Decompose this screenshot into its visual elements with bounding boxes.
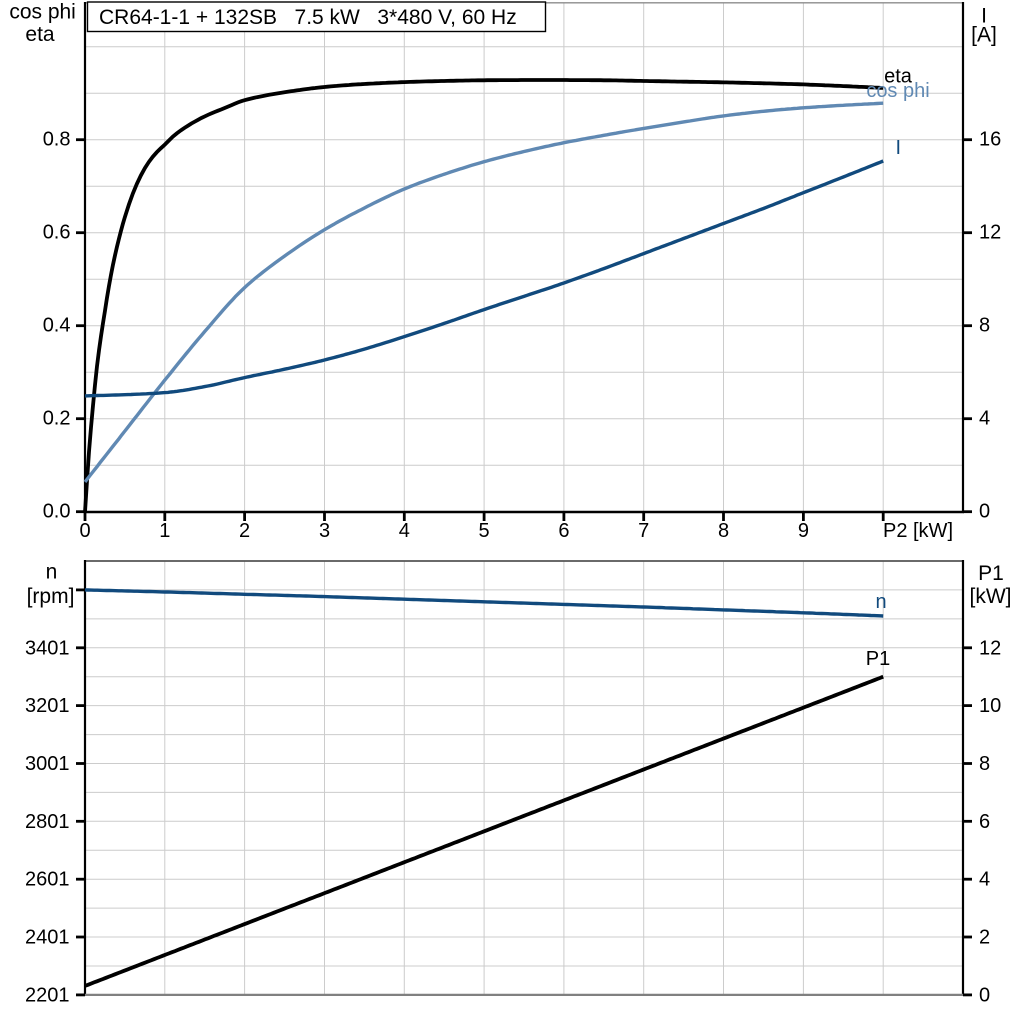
svg-text:n: n (46, 561, 58, 584)
svg-text:0: 0 (979, 501, 990, 523)
svg-text:3: 3 (319, 520, 330, 542)
svg-text:0: 0 (79, 520, 90, 542)
svg-text:4: 4 (979, 408, 990, 430)
svg-text:3001: 3001 (25, 753, 70, 775)
svg-text:P1: P1 (978, 562, 1004, 585)
svg-text:5: 5 (479, 520, 490, 542)
svg-text:CR64-1-1 + 132SB 7.5 kW 3*: CR64-1-1 + 132SB 7.5 kW 3*480 V, 60 Hz (99, 6, 517, 29)
svg-text:I: I (896, 137, 902, 159)
svg-text:2401: 2401 (25, 927, 70, 949)
svg-text:8: 8 (979, 315, 990, 337)
svg-text:[rpm]: [rpm] (27, 585, 75, 608)
svg-text:7: 7 (638, 520, 649, 542)
svg-text:0.4: 0.4 (43, 315, 71, 337)
svg-text:cos phi: cos phi (866, 80, 929, 102)
svg-text:12: 12 (979, 222, 1001, 244)
svg-text:8: 8 (979, 753, 990, 775)
svg-text:0.0: 0.0 (43, 501, 71, 523)
svg-text:[kW]: [kW] (970, 585, 1012, 608)
svg-text:[A]: [A] (971, 24, 997, 47)
svg-text:P2 [kW]: P2 [kW] (883, 520, 953, 542)
svg-text:0.2: 0.2 (43, 408, 71, 430)
svg-text:0.8: 0.8 (43, 129, 71, 151)
svg-text:0: 0 (979, 984, 990, 1006)
svg-text:4: 4 (399, 520, 410, 542)
svg-text:n: n (875, 591, 886, 613)
svg-text:eta: eta (25, 23, 55, 46)
svg-text:16: 16 (979, 129, 1001, 151)
svg-text:0.6: 0.6 (43, 222, 71, 244)
svg-text:3401: 3401 (25, 637, 70, 659)
svg-text:6: 6 (558, 520, 569, 542)
svg-text:I: I (981, 5, 987, 28)
svg-text:1: 1 (159, 520, 170, 542)
svg-text:3201: 3201 (25, 695, 70, 717)
svg-text:10: 10 (979, 695, 1001, 717)
svg-text:2801: 2801 (25, 811, 70, 833)
svg-text:12: 12 (979, 637, 1001, 659)
svg-text:4: 4 (979, 869, 990, 891)
svg-text:cos phi: cos phi (9, 1, 76, 24)
svg-text:2: 2 (239, 520, 250, 542)
svg-text:6: 6 (979, 811, 990, 833)
svg-text:P1: P1 (866, 648, 890, 670)
svg-text:2601: 2601 (25, 869, 70, 891)
svg-text:9: 9 (798, 520, 809, 542)
svg-text:2: 2 (979, 927, 990, 949)
svg-text:eta: eta (884, 66, 913, 88)
svg-text:8: 8 (718, 520, 729, 542)
svg-text:2201: 2201 (25, 984, 70, 1006)
